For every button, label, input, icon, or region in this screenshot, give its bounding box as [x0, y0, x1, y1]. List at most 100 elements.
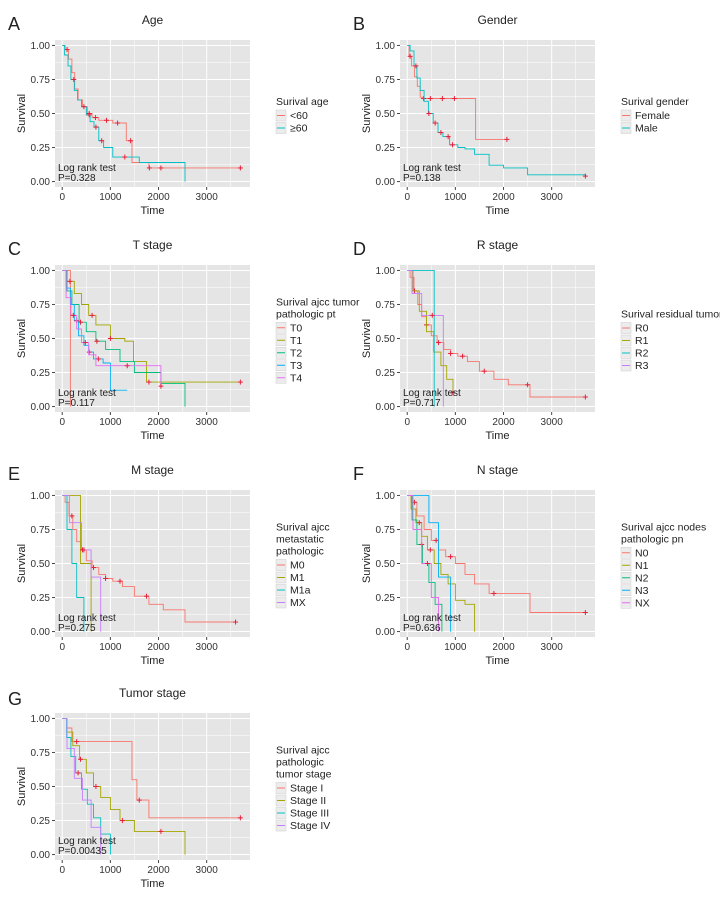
survival-panel-a: A Age 0.00 0.25 0.50 0.75 1.00 0 1000 2000 3000 Tim…	[8, 13, 329, 217]
legend-entry: Male	[620, 122, 658, 135]
x-tick-label: 1000	[444, 642, 467, 653]
censor-mark	[91, 565, 97, 571]
km-curve-5	[62, 269, 162, 387]
censor-mark	[445, 134, 451, 140]
censor-mark	[427, 547, 433, 553]
log-rank-text: P=0.717	[403, 398, 441, 409]
panel-letter: E	[8, 464, 20, 484]
censor-mark	[119, 818, 125, 824]
censor-mark	[158, 383, 164, 389]
legend-label: M1	[290, 572, 305, 584]
x-tick-label: 2000	[492, 192, 515, 203]
km-curve-4	[407, 494, 452, 632]
x-tick-label: 0	[59, 642, 65, 653]
censor-mark	[75, 770, 81, 776]
y-axis-label: Survival	[16, 767, 28, 806]
legend-entry: M0	[275, 559, 305, 572]
censor-mark	[504, 136, 510, 142]
legend-label: T2	[290, 347, 302, 359]
legend-label: <60	[290, 110, 308, 122]
censor-mark	[74, 739, 80, 745]
censor-mark	[107, 336, 113, 341]
y-tick-label: 0.25	[31, 368, 51, 379]
censor-mark	[237, 815, 243, 821]
censor-mark	[86, 349, 92, 355]
y-tick-label: 0.50	[31, 782, 51, 793]
legend-label: R2	[635, 348, 649, 360]
y-tick-label: 0.00	[376, 177, 396, 188]
y-tick-label: 0.25	[31, 593, 51, 604]
y-tick-label: 0.75	[31, 75, 51, 86]
km-curve-1	[407, 494, 586, 613]
log-rank-text: Log rank test	[58, 388, 116, 399]
legend-entry: T4	[275, 372, 302, 384]
panel-title: Age	[142, 13, 164, 27]
legend-entry: N2	[620, 572, 649, 584]
y-tick-label: 0.50	[376, 109, 396, 120]
censor-mark	[426, 111, 432, 116]
censor-mark	[95, 356, 101, 362]
censor-mark	[158, 165, 164, 171]
censor-mark	[103, 575, 109, 581]
censor-mark	[122, 154, 128, 160]
y-tick-label: 0.25	[376, 368, 396, 379]
censor-mark	[450, 390, 456, 396]
y-tick-label: 0.75	[376, 75, 396, 86]
x-tick-label: 3000	[196, 417, 219, 428]
censor-mark	[451, 96, 457, 102]
legend-title: pathologic pn	[621, 533, 684, 545]
x-tick-label: 0	[59, 192, 65, 203]
y-tick-label: 0.00	[376, 627, 396, 638]
x-tick-label: 2000	[147, 192, 170, 203]
legend-entry: N3	[620, 584, 649, 597]
x-tick-label: 2000	[492, 642, 515, 653]
legend-title: pathologic	[276, 757, 324, 769]
x-tick-label: 1000	[444, 192, 467, 203]
log-rank-text: Log rank test	[58, 613, 116, 624]
legend-entry: <60	[275, 109, 308, 122]
censor-mark	[421, 96, 427, 102]
legend-label: R1	[635, 335, 649, 347]
censor-mark	[92, 115, 98, 121]
x-tick-label: 1000	[444, 417, 467, 428]
panel-letter: A	[8, 14, 20, 34]
y-tick-label: 0.75	[31, 525, 51, 536]
survival-curves	[407, 494, 588, 632]
legend-label: T0	[290, 322, 302, 334]
legend-entry: M1a	[275, 584, 311, 597]
censor-mark	[491, 590, 497, 596]
log-rank-text: P=0.636	[403, 623, 441, 634]
censor-mark	[128, 138, 134, 144]
censor-mark	[433, 537, 439, 543]
panel-title: N stage	[477, 463, 519, 477]
survival-curves	[62, 269, 243, 407]
y-tick-label: 1.00	[376, 41, 396, 52]
x-axis-label: Time	[485, 430, 509, 442]
censor-mark	[429, 312, 435, 318]
legend-label: T3	[290, 360, 302, 372]
censor-mark	[407, 53, 413, 59]
censor-mark	[582, 173, 588, 179]
legend-title: pathologic	[276, 546, 324, 558]
x-axis-label: Time	[140, 655, 164, 667]
censor-mark	[449, 142, 455, 148]
legend-label: Stage IV	[290, 820, 330, 832]
x-tick-label: 2000	[492, 417, 515, 428]
legend-title: Surival gender	[621, 96, 689, 108]
legend-title: Surival ajcc tumor	[276, 296, 360, 308]
legend-label: R0	[635, 323, 649, 335]
censor-mark	[237, 165, 243, 171]
censor-mark	[432, 120, 438, 126]
censor-mark	[460, 353, 466, 359]
x-tick-label: 0	[404, 642, 410, 653]
censor-mark	[78, 756, 84, 762]
censor-mark	[136, 797, 142, 803]
legend-label: Stage I	[290, 783, 323, 795]
legend-title: pathologic pt	[276, 308, 336, 320]
survival-panel-c: C T stage 0.00 0.25 0.50 0.75 1.00 0 1000 2000 300…	[8, 238, 360, 442]
panel-title: Gender	[477, 13, 517, 27]
y-tick-label: 0.75	[376, 525, 396, 536]
censor-mark	[582, 394, 588, 400]
